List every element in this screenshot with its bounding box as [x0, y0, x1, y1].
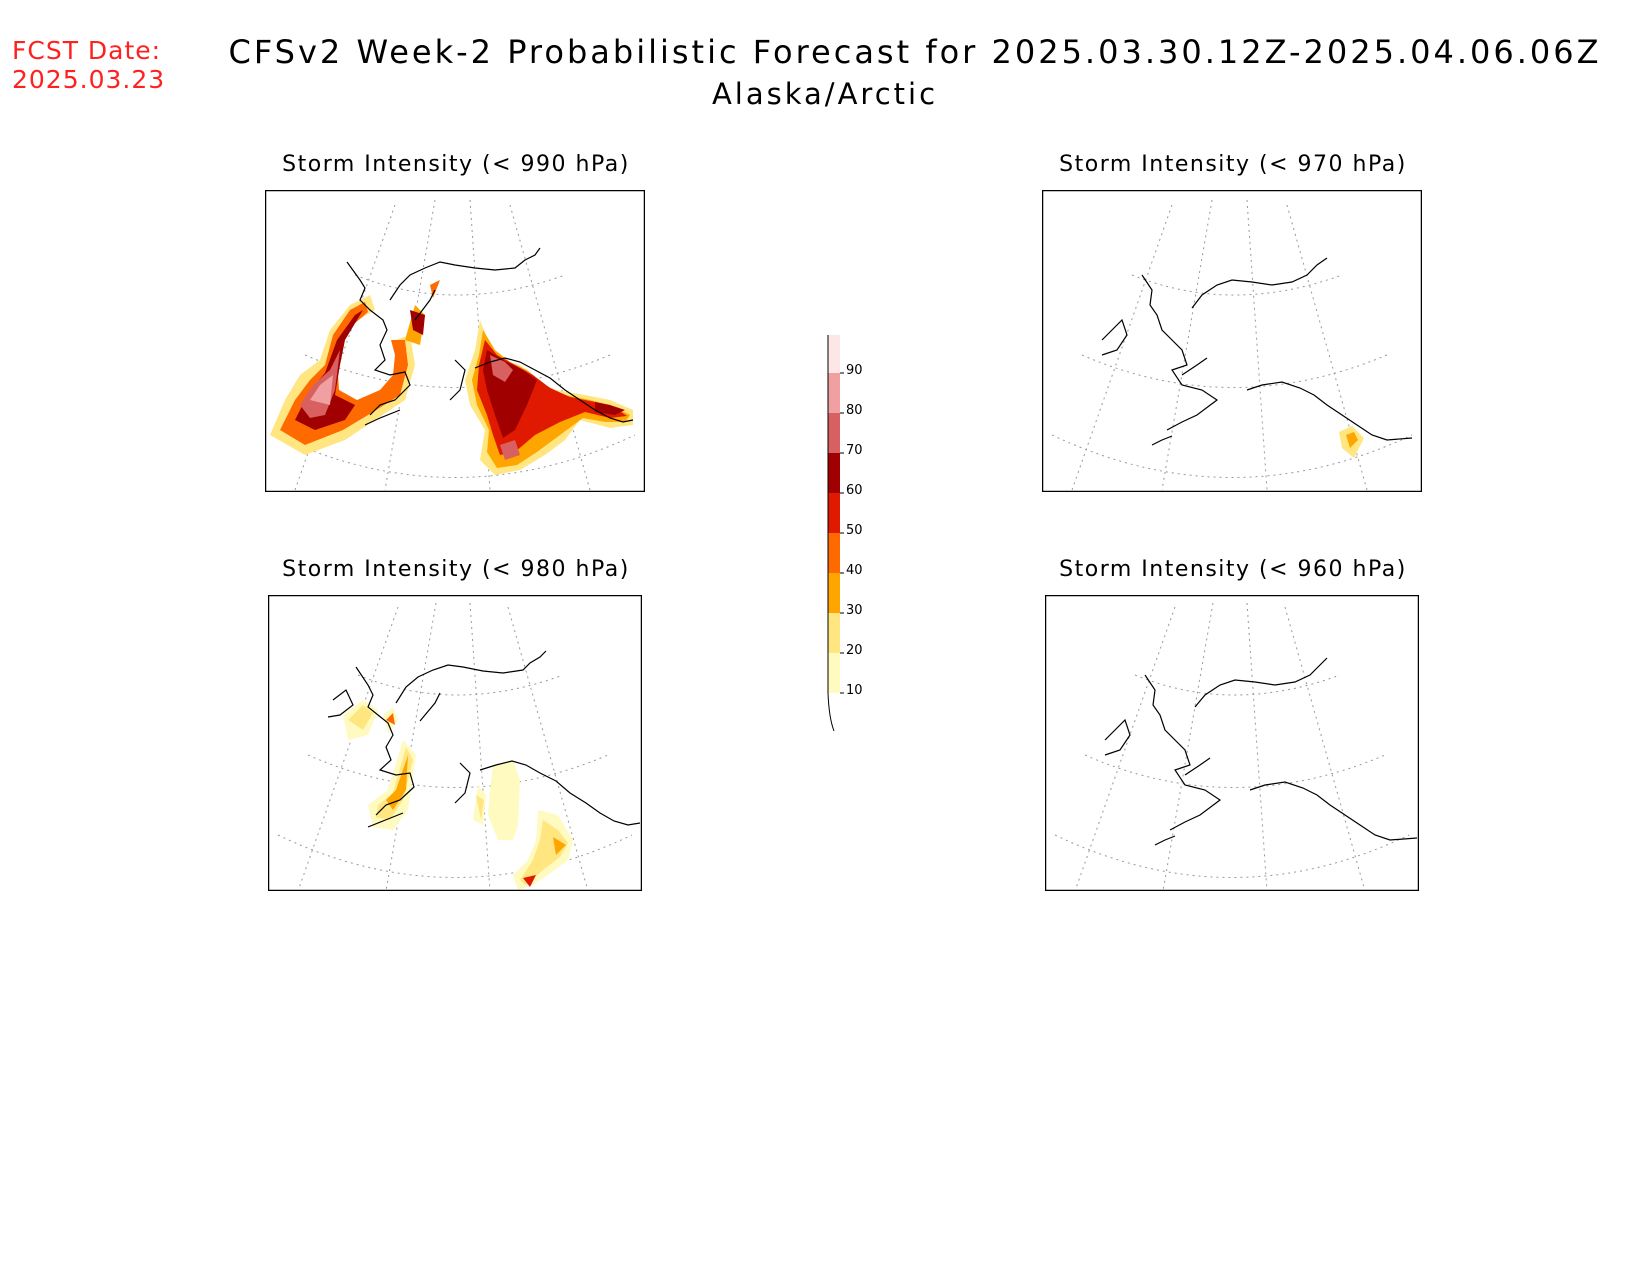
colorbar-ticks: 10 20 30 40 50 60 70 80 90	[840, 363, 863, 698]
colorbar-swatch-c80	[828, 373, 840, 413]
colorbar-swatch-c20	[828, 613, 840, 653]
colorbar-tick-label: 80	[846, 403, 863, 418]
panel-frame	[265, 190, 645, 492]
colorbar-tail-bottom	[827, 692, 835, 732]
colorbar-swatch-c10	[828, 653, 840, 693]
map-panel-970	[1042, 190, 1422, 492]
colorbar-swatch-c70	[828, 413, 840, 453]
panel-title-990: Storm Intensity (< 990 hPa)	[282, 152, 630, 177]
map-panel-960	[1045, 595, 1419, 891]
grid-lines	[1054, 602, 1410, 891]
panel-title-980: Storm Intensity (< 980 hPa)	[282, 557, 630, 582]
storm-probability-shading	[1339, 426, 1364, 458]
title-block: CFSv2 Week-2 Probabilistic Forecast for …	[0, 33, 1650, 111]
grid-lines	[277, 602, 633, 891]
alaska-coastline	[346, 247, 634, 426]
colorbar-swatch-c50	[828, 493, 840, 533]
panel-frame	[1042, 190, 1422, 492]
map-panel-980	[268, 595, 642, 891]
fcst-date-block: FCST Date: 2025.03.23	[12, 36, 165, 94]
storm-probability-shading	[343, 700, 573, 890]
colorbar-swatch-c60	[828, 453, 840, 493]
panel-frame	[268, 595, 642, 891]
colorbar-tick-label: 20	[846, 643, 863, 658]
colorbar-swatches	[827, 335, 840, 732]
alaska-coastline	[1104, 657, 1418, 846]
page-subtitle: Alaska/Arctic	[711, 77, 939, 111]
colorbar-swatch-c30	[828, 573, 840, 613]
map-panel-990	[265, 190, 645, 492]
panel-frame	[1045, 595, 1419, 891]
colorbar: 10 20 30 40 50 60 70 80 90	[827, 335, 863, 732]
fcst-date-label: FCST Date:	[12, 36, 162, 65]
colorbar-tick-label: 70	[846, 443, 863, 458]
fcst-date: 2025.03.23	[12, 65, 166, 94]
page-title: CFSv2 Week-2 Probabilistic Forecast for …	[228, 33, 1602, 71]
alaska-coastline	[1101, 257, 1413, 446]
colorbar-tick-label: 40	[846, 563, 863, 578]
storm-probability-shading	[270, 280, 633, 475]
colorbar-tick-label: 90	[846, 363, 863, 378]
colorbar-swatch-c40	[828, 533, 840, 573]
colorbar-tick-label: 30	[846, 603, 863, 618]
colorbar-tick-label: 50	[846, 523, 863, 538]
panel-title-970: Storm Intensity (< 970 hPa)	[1059, 152, 1407, 177]
panel-title-960: Storm Intensity (< 960 hPa)	[1059, 557, 1407, 582]
colorbar-tick-label: 10	[846, 683, 863, 698]
colorbar-tick-label: 60	[846, 483, 863, 498]
colorbar-swatch-c90	[828, 335, 840, 373]
alaska-coastline	[327, 650, 641, 828]
